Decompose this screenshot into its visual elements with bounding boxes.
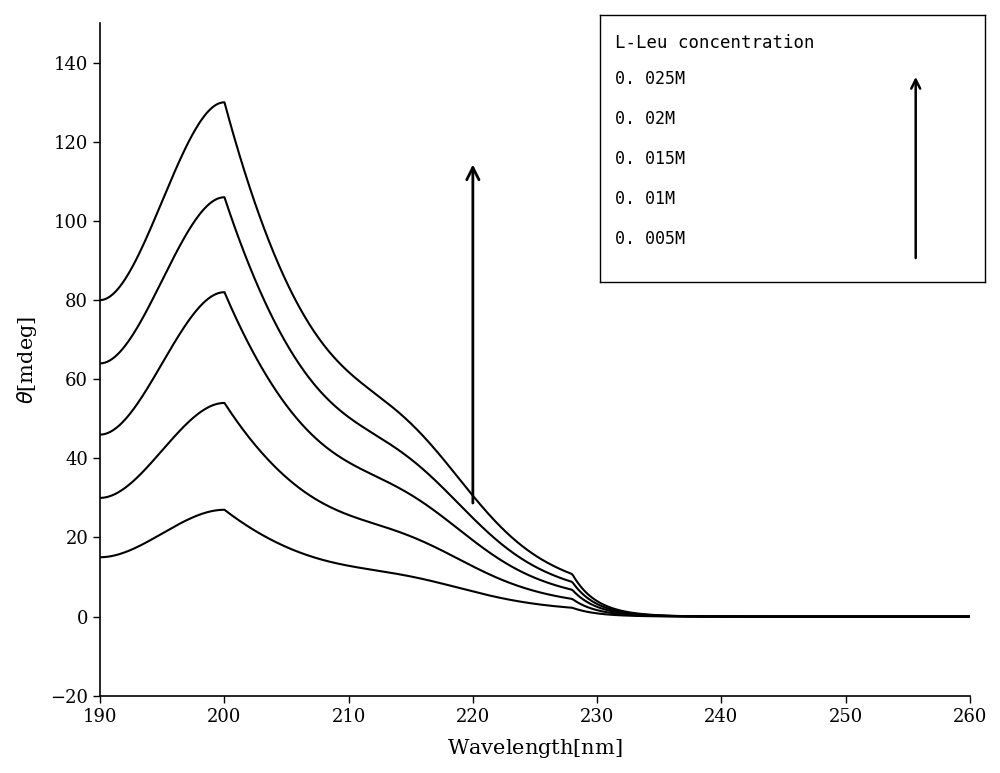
Text: L-Leu concentration: L-Leu concentration <box>615 34 815 52</box>
Text: 0. 02M: 0. 02M <box>615 111 675 128</box>
Text: 0. 025M: 0. 025M <box>615 70 685 88</box>
X-axis label: Wavelength$\mathregular{[nm]}$: Wavelength$\mathregular{[nm]}$ <box>447 737 623 760</box>
Text: 0. 005M: 0. 005M <box>615 230 685 248</box>
Y-axis label: $\theta\mathregular{[mdeg]}$: $\theta\mathregular{[mdeg]}$ <box>15 315 39 404</box>
Text: 0. 015M: 0. 015M <box>615 151 685 169</box>
Text: 0. 01M: 0. 01M <box>615 190 675 209</box>
